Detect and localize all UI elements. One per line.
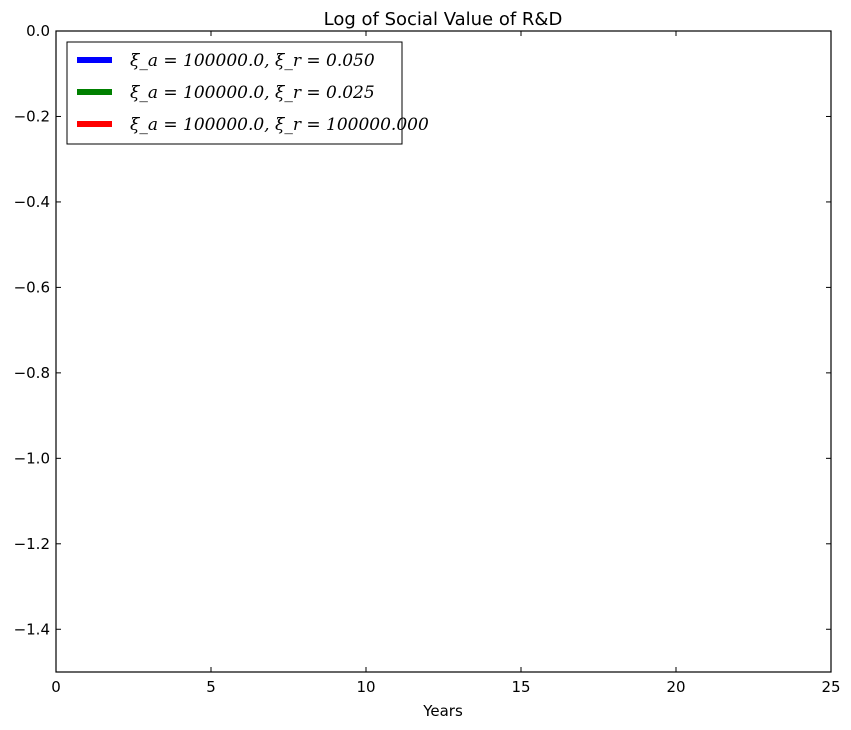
- legend-label-3: ξ_a = 100000.0, ξ_r = 100000.000: [130, 115, 429, 135]
- y-axis-ticks: 0.0 −0.2 −0.4 −0.6 −0.8 −1.0 −1.2 −1.4: [14, 22, 831, 638]
- y-tick-label: 0.0: [26, 22, 50, 40]
- x-tick-label: 0: [51, 678, 61, 696]
- y-tick-label: −0.4: [14, 193, 50, 211]
- x-tick-label: 25: [821, 678, 840, 696]
- y-tick-label: −0.2: [14, 107, 50, 125]
- x-tick-label: 15: [511, 678, 530, 696]
- x-axis-ticks: 0 5 10 15 20 25: [51, 31, 841, 696]
- legend-frame: [66, 41, 403, 145]
- x-tick-label: 10: [356, 678, 375, 696]
- x-tick-label: 20: [666, 678, 685, 696]
- legend-label-1: ξ_a = 100000.0, ξ_r = 0.050: [130, 51, 375, 71]
- legend: ξ_a = 100000.0, ξ_r = 0.050 ξ_a = 100000.…: [66, 41, 429, 145]
- y-tick-label: −1.0: [14, 449, 50, 467]
- y-tick-label: −1.2: [14, 535, 50, 553]
- y-tick-label: −0.6: [14, 278, 50, 296]
- chart-title: Log of Social Value of R&D: [324, 9, 563, 30]
- legend-label-2: ξ_a = 100000.0, ξ_r = 0.025: [130, 83, 375, 103]
- y-tick-label: −1.4: [14, 620, 50, 638]
- y-tick-label: −0.8: [14, 364, 50, 382]
- x-axis-label: Years: [422, 702, 463, 720]
- x-tick-label: 5: [206, 678, 216, 696]
